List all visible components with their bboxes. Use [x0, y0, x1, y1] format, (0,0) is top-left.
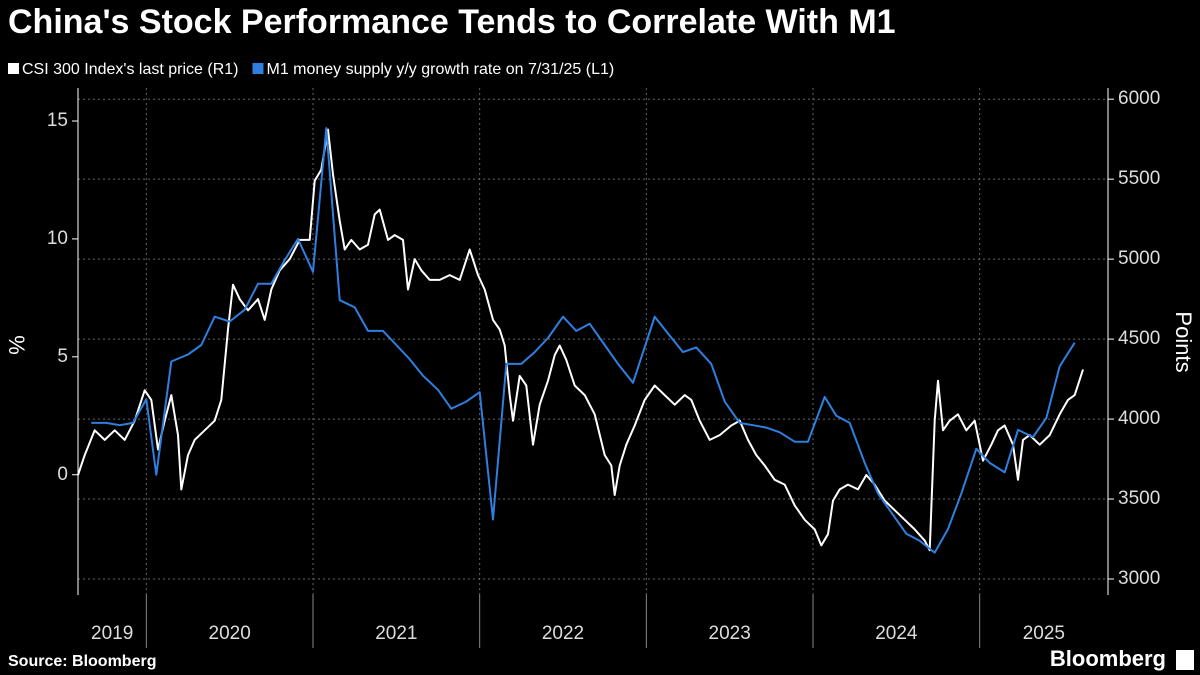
y-axis-label: %: [4, 335, 29, 355]
chart-title: China's Stock Performance Tends to Corre…: [8, 3, 896, 41]
x-tick-label: 2019: [91, 623, 133, 644]
legend-label: CSI 300 Index's last price (R1): [22, 61, 238, 78]
legend-swatch: [8, 63, 19, 74]
y2-tick-label: 5000: [1118, 248, 1160, 269]
x-tick-label: 2024: [875, 623, 918, 644]
x-tick-label: 2020: [209, 623, 251, 644]
y2-tick-label: 3000: [1118, 568, 1160, 589]
x-tick-label: 2021: [375, 623, 417, 644]
y2-tick-label: 4500: [1118, 328, 1160, 349]
brand-icon: [1176, 650, 1194, 670]
legend-label: M1 money supply y/y growth rate on 7/31/…: [266, 61, 614, 78]
y-tick-label: 5: [57, 346, 68, 367]
x-tick-label: 2022: [542, 623, 584, 644]
y-tick-label: 0: [57, 464, 68, 485]
x-tick-label: 2023: [709, 623, 751, 644]
series-line: [91, 127, 1076, 554]
source: Source: Bloomberg: [8, 653, 156, 670]
y2-tick-label: 5500: [1118, 168, 1160, 189]
y2-tick-label: 3500: [1118, 488, 1160, 509]
y2-tick-label: 4000: [1118, 408, 1160, 429]
y2-axis-label: Points: [1171, 311, 1196, 372]
legend-swatch: [252, 63, 264, 74]
brand: Bloomberg: [1050, 646, 1166, 671]
y2-tick-label: 6000: [1118, 88, 1160, 109]
series-line: [77, 128, 1084, 552]
y-tick-label: 10: [47, 228, 68, 249]
y-tick-label: 15: [47, 110, 68, 131]
x-tick-label: 2025: [1023, 623, 1065, 644]
